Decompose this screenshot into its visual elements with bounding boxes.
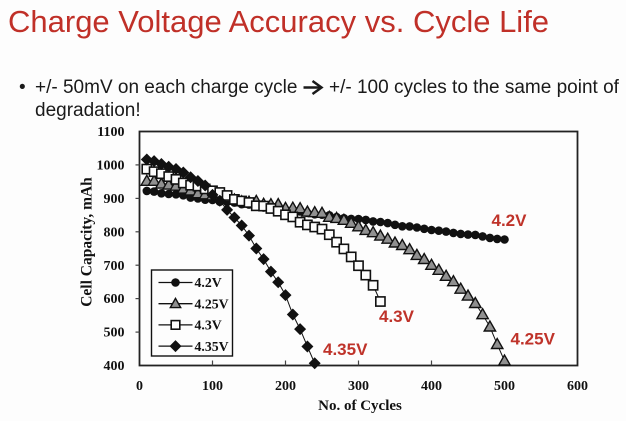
svg-text:500: 500 (494, 379, 515, 394)
svg-text:1100: 1100 (97, 125, 124, 140)
svg-text:900: 900 (104, 192, 125, 207)
svg-text:4.35V: 4.35V (323, 340, 368, 359)
svg-text:No. of Cycles: No. of Cycles (318, 398, 402, 414)
svg-text:4.2V: 4.2V (195, 275, 222, 290)
svg-text:4.3V: 4.3V (379, 307, 415, 326)
svg-text:4.25V: 4.25V (511, 330, 556, 349)
svg-text:200: 200 (275, 379, 296, 394)
svg-text:500: 500 (104, 326, 125, 341)
svg-text:4.2V: 4.2V (492, 211, 528, 230)
svg-text:4.3V: 4.3V (195, 318, 222, 333)
svg-text:100: 100 (202, 379, 223, 394)
svg-text:300: 300 (348, 379, 369, 394)
svg-text:600: 600 (104, 292, 125, 307)
svg-text:600: 600 (567, 379, 588, 394)
svg-text:400: 400 (421, 379, 442, 394)
svg-text:400: 400 (104, 359, 125, 374)
svg-text:4.35V: 4.35V (195, 339, 229, 354)
svg-text:1000: 1000 (97, 159, 125, 174)
svg-text:0: 0 (136, 379, 143, 394)
svg-text:700: 700 (104, 259, 125, 274)
svg-text:Cell Capacity, mAh: Cell Capacity, mAh (79, 177, 96, 307)
svg-text:800: 800 (104, 225, 125, 240)
svg-text:4.25V: 4.25V (195, 296, 229, 311)
